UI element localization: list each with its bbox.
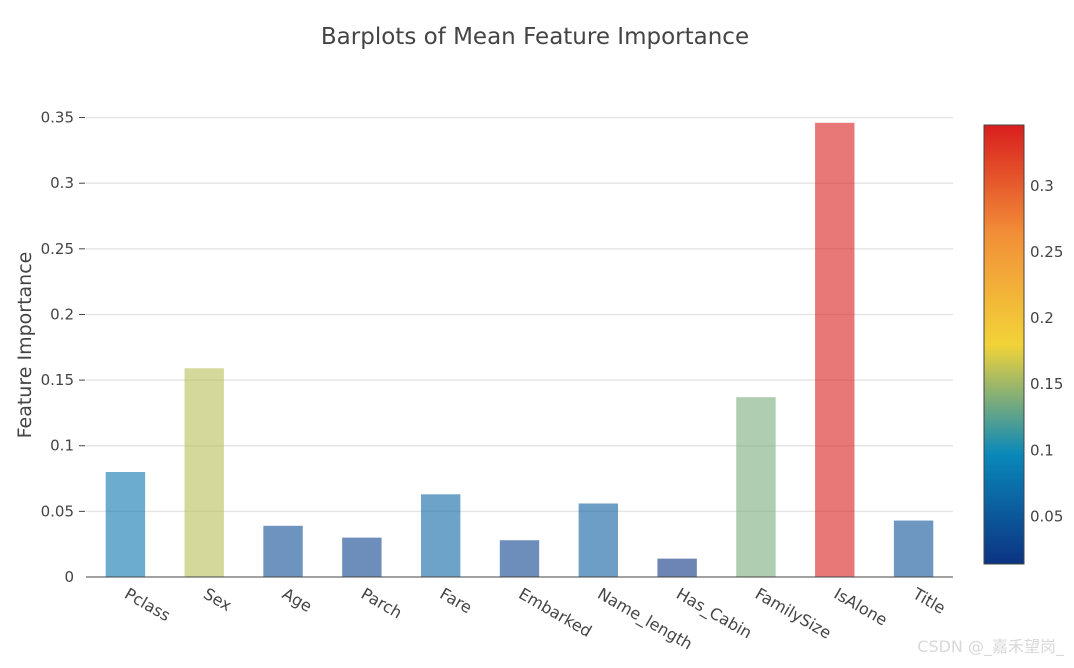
x-tick-label: FamilySize <box>752 584 835 643</box>
bar-familysize[interactable] <box>736 397 776 577</box>
chart-title: Barplots of Mean Feature Importance <box>321 24 749 50</box>
bar-pclass[interactable] <box>105 471 146 577</box>
bar-name-length[interactable] <box>578 503 619 577</box>
x-tick-label: Sex <box>200 584 235 615</box>
gridlines <box>86 116 953 513</box>
colorbar-tick-label: 0.05 <box>1030 507 1063 525</box>
x-tick-label: IsAlone <box>831 584 891 630</box>
colorbar: 0.05 0.1 0.15 0.2 0.25 0.3 <box>983 124 1063 565</box>
bar-sex[interactable] <box>184 368 224 577</box>
x-tick-label: Pclass <box>121 584 173 625</box>
y-tick-label: 0.35 <box>41 109 74 127</box>
colorbar-gradient <box>983 124 1025 565</box>
colorbar-tick-label: 0.1 <box>1030 441 1054 459</box>
y-tick-label: 0.05 <box>41 502 74 520</box>
x-tick-label: Title <box>909 584 949 618</box>
y-axis: 0 0.05 0.1 0.15 0.2 0.25 0.3 0.35 <box>41 109 85 586</box>
x-axis: Pclass Sex Age Parch Fare Embarked Name_length… <box>86 576 953 654</box>
bar-parch[interactable] <box>342 537 382 577</box>
bar-title[interactable] <box>893 520 934 577</box>
x-tick-label: Age <box>279 584 315 616</box>
bar-has-cabin[interactable] <box>657 558 697 577</box>
y-axis-label: Feature Importance <box>14 252 36 439</box>
bar-isalone[interactable] <box>815 122 855 577</box>
colorbar-tick-label: 0.2 <box>1030 309 1054 327</box>
y-tick-label: 0.15 <box>41 371 74 389</box>
bars <box>105 122 934 577</box>
y-tick-label: 0.2 <box>50 305 74 323</box>
bar-fare[interactable] <box>420 494 461 577</box>
bar-age[interactable] <box>263 525 303 577</box>
x-tick-label: Fare <box>437 584 476 617</box>
x-tick-label: Embarked <box>516 584 596 641</box>
colorbar-tick-label: 0.3 <box>1030 177 1054 195</box>
x-tick-label: Parch <box>358 584 406 622</box>
y-tick-label: 0.25 <box>41 240 74 258</box>
bar-embarked[interactable] <box>499 540 540 577</box>
colorbar-tick-label: 0.25 <box>1030 243 1063 261</box>
watermark: CSDN @_嘉禾望岗_ <box>917 637 1064 656</box>
colorbar-tick-label: 0.15 <box>1030 375 1063 393</box>
y-tick-label: 0.1 <box>50 437 74 455</box>
y-tick-label: 0 <box>64 568 74 586</box>
y-tick-label: 0.3 <box>50 174 74 192</box>
